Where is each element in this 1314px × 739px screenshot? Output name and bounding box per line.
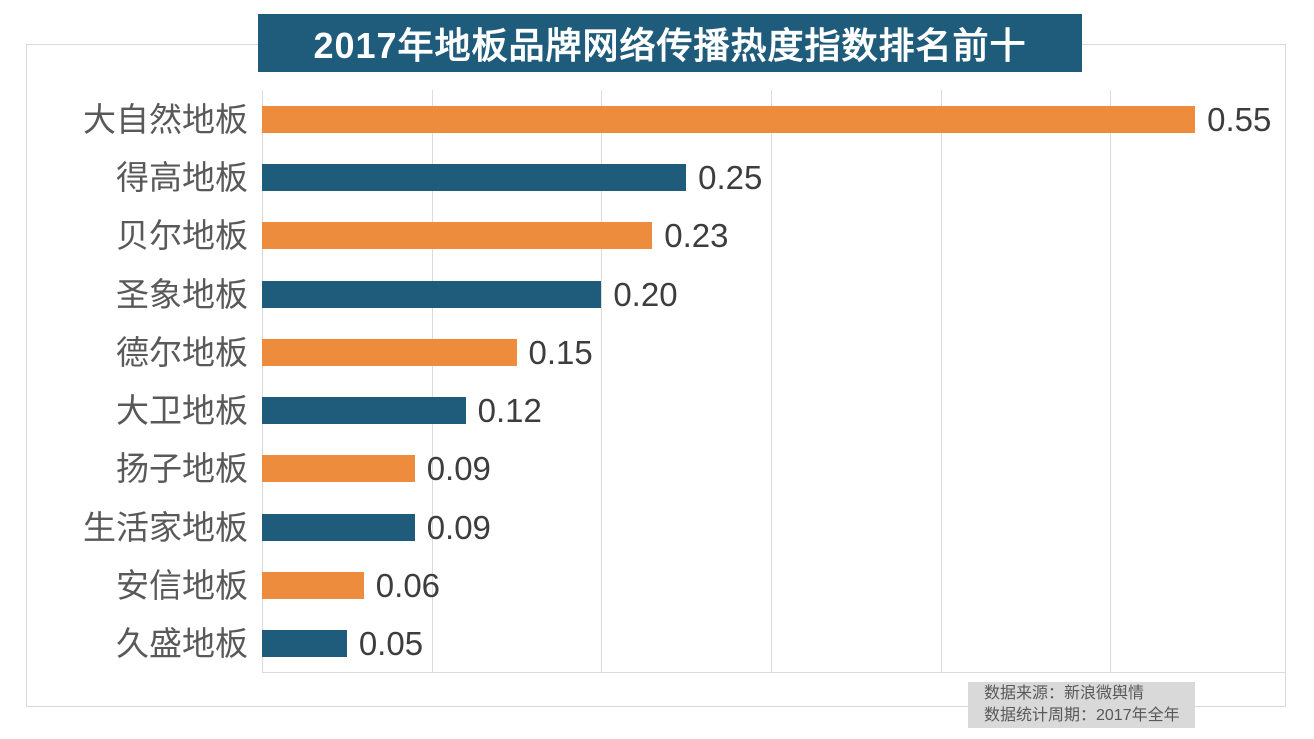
bar [262, 397, 466, 425]
bar-row: 0.20 [262, 265, 1280, 323]
source-line-2: 数据统计周期：2017年全年 [984, 707, 1180, 724]
gridline [431, 90, 433, 673]
value-label: 0.06 [375, 567, 441, 605]
value-label: 0.25 [698, 158, 763, 196]
chart-title: 2017年地板品牌网络传播热度指数排名前十 [313, 25, 1027, 66]
category-label: 大卫地板 [116, 392, 248, 430]
bar [262, 572, 364, 600]
value-label: 0.15 [528, 333, 593, 371]
value-label: 0.23 [664, 217, 729, 255]
value-label: 0.09 [426, 508, 491, 546]
bar-row: 0.55 [262, 90, 1280, 148]
gridline [1110, 90, 1112, 673]
bar-row: 0.06 [262, 556, 1280, 614]
bar-row: 0.05 [262, 615, 1280, 673]
bar [262, 105, 1196, 133]
bar-row: 0.15 [262, 323, 1280, 381]
gridline [940, 90, 942, 673]
gridline [601, 90, 603, 673]
category-label: 得高地板 [116, 158, 248, 196]
chart-frame [26, 44, 1286, 707]
bar-row: 0.23 [262, 207, 1280, 265]
value-label: 0.20 [613, 275, 678, 313]
value-label: 0.12 [477, 392, 542, 430]
category-label: 久盛地板 [116, 625, 248, 663]
value-label: 0.09 [426, 450, 491, 488]
bar-rows-container: 0.55 0.25 0.23 0.20 0.15 0.12 0.09 0.09 0.06 0.05 [262, 90, 1280, 673]
category-label: 贝尔地板 [116, 217, 248, 255]
category-label: 德尔地板 [116, 333, 248, 371]
gridline [771, 90, 772, 673]
bar-row: 0.09 [262, 440, 1280, 498]
bar [262, 338, 517, 366]
x-axis-line [262, 672, 1286, 673]
chart-title-banner: 2017年地板品牌网络传播热度指数排名前十 [258, 14, 1082, 72]
source-box: 数据来源：新浪微舆情 数据统计周期：2017年全年 [968, 682, 1195, 728]
bar-row: 0.09 [262, 498, 1280, 556]
category-label: 大自然地板 [83, 100, 248, 138]
gridline [262, 90, 263, 673]
value-label: 0.55 [1207, 100, 1272, 138]
bar [262, 222, 653, 250]
bar-row: 0.12 [262, 381, 1280, 439]
category-label: 圣象地板 [116, 275, 248, 313]
source-line-1: 数据来源：新浪微舆情 [984, 685, 1145, 702]
bar [262, 630, 347, 658]
plot-area: 0.55 0.25 0.23 0.20 0.15 0.12 0.09 0.09 0.06 0.05 [262, 90, 1286, 673]
value-label: 0.05 [358, 625, 424, 663]
bar-row: 0.25 [262, 148, 1280, 206]
category-label: 生活家地板 [83, 508, 248, 546]
bar [262, 455, 415, 483]
bar [262, 280, 602, 308]
category-label: 安信地板 [116, 567, 248, 605]
bar [262, 163, 687, 191]
category-label: 扬子地板 [116, 450, 248, 488]
category-labels-column: 大自然地板得高地板贝尔地板圣象地板德尔地板大卫地板扬子地板生活家地板安信地板久盛… [26, 90, 248, 673]
bar [262, 513, 415, 541]
